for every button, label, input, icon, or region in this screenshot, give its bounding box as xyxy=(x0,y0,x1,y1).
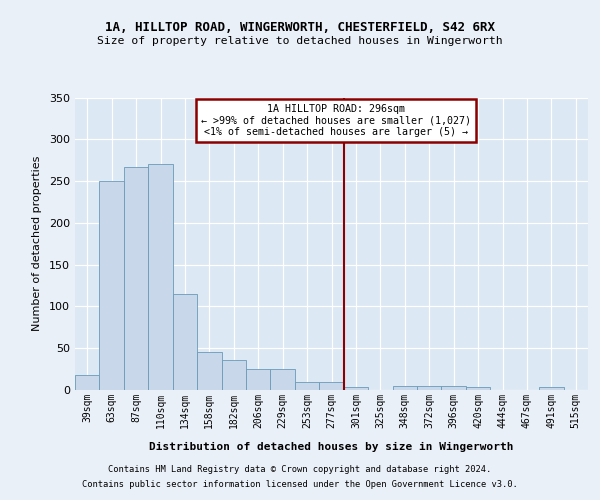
Bar xyxy=(100,181,124,390)
Bar xyxy=(75,375,100,390)
Bar xyxy=(221,360,246,390)
Bar xyxy=(539,388,563,390)
Bar xyxy=(466,388,490,390)
Text: Contains public sector information licensed under the Open Government Licence v3: Contains public sector information licen… xyxy=(82,480,518,489)
X-axis label: Distribution of detached houses by size in Wingerworth: Distribution of detached houses by size … xyxy=(149,442,514,452)
Text: 1A, HILLTOP ROAD, WINGERWORTH, CHESTERFIELD, S42 6RX: 1A, HILLTOP ROAD, WINGERWORTH, CHESTERFI… xyxy=(105,21,495,34)
Bar xyxy=(271,369,295,390)
Bar xyxy=(124,167,148,390)
Bar xyxy=(392,386,417,390)
Bar xyxy=(344,388,368,390)
Bar xyxy=(295,382,319,390)
Bar xyxy=(442,386,466,390)
Text: Size of property relative to detached houses in Wingerworth: Size of property relative to detached ho… xyxy=(97,36,503,46)
Bar xyxy=(246,369,271,390)
Bar xyxy=(197,352,221,390)
Text: Contains HM Land Registry data © Crown copyright and database right 2024.: Contains HM Land Registry data © Crown c… xyxy=(109,465,491,474)
Bar xyxy=(319,382,344,390)
Bar xyxy=(417,386,442,390)
Text: 1A HILLTOP ROAD: 296sqm
← >99% of detached houses are smaller (1,027)
<1% of sem: 1A HILLTOP ROAD: 296sqm ← >99% of detach… xyxy=(202,104,472,138)
Bar xyxy=(173,294,197,390)
Bar xyxy=(148,164,173,390)
Y-axis label: Number of detached properties: Number of detached properties xyxy=(32,156,42,332)
